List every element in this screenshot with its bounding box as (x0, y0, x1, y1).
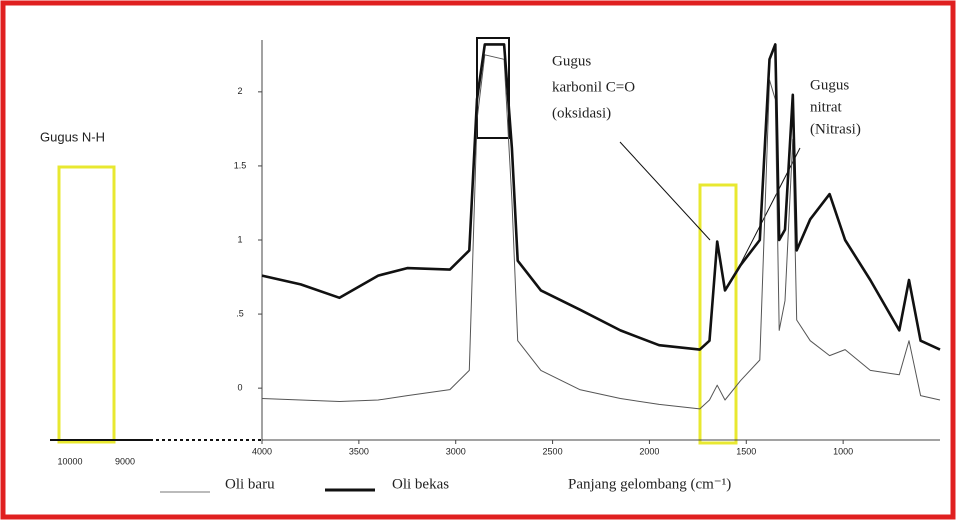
x-axis-label: Panjang gelombang (cm⁻¹) (568, 476, 731, 492)
legend-label: Oli bekas (392, 476, 449, 492)
chart: 10000 9000 Oli baru Oli bekas Panjang ge… (0, 0, 956, 520)
y-tick-label: 0 (237, 383, 242, 393)
annotation: (Nitrasi) (810, 121, 861, 137)
x-tick-label: 1000 (833, 446, 853, 456)
extended-tick-label: 10000 (57, 456, 82, 466)
y-tick-label: 1.5 (234, 160, 247, 170)
leader-line (740, 148, 800, 265)
x-tick-label: 1500 (736, 446, 756, 456)
leader-line (620, 142, 710, 240)
x-tick-label: 2000 (639, 446, 659, 456)
annotation: (oksidasi) (552, 105, 611, 121)
x-tick-label: 2500 (543, 446, 563, 456)
x-tick-label: 3500 (349, 446, 369, 456)
extended-tick-label: 9000 (115, 456, 135, 466)
annotation: Gugus (552, 53, 591, 69)
annotation: Gugus N-H (40, 129, 105, 144)
nh-box (59, 167, 114, 442)
annotation: karbonil C=O (552, 79, 635, 95)
x-tick-label: 3000 (446, 446, 466, 456)
annotation: Gugus (810, 77, 849, 93)
y-tick-label: 2 (237, 86, 242, 96)
annotation: nitrat (810, 99, 842, 115)
x-tick-label: 4000 (252, 446, 272, 456)
legend-label: Oli baru (225, 476, 275, 492)
y-tick-label: .5 (236, 308, 244, 318)
y-tick-label: 1 (237, 234, 242, 244)
